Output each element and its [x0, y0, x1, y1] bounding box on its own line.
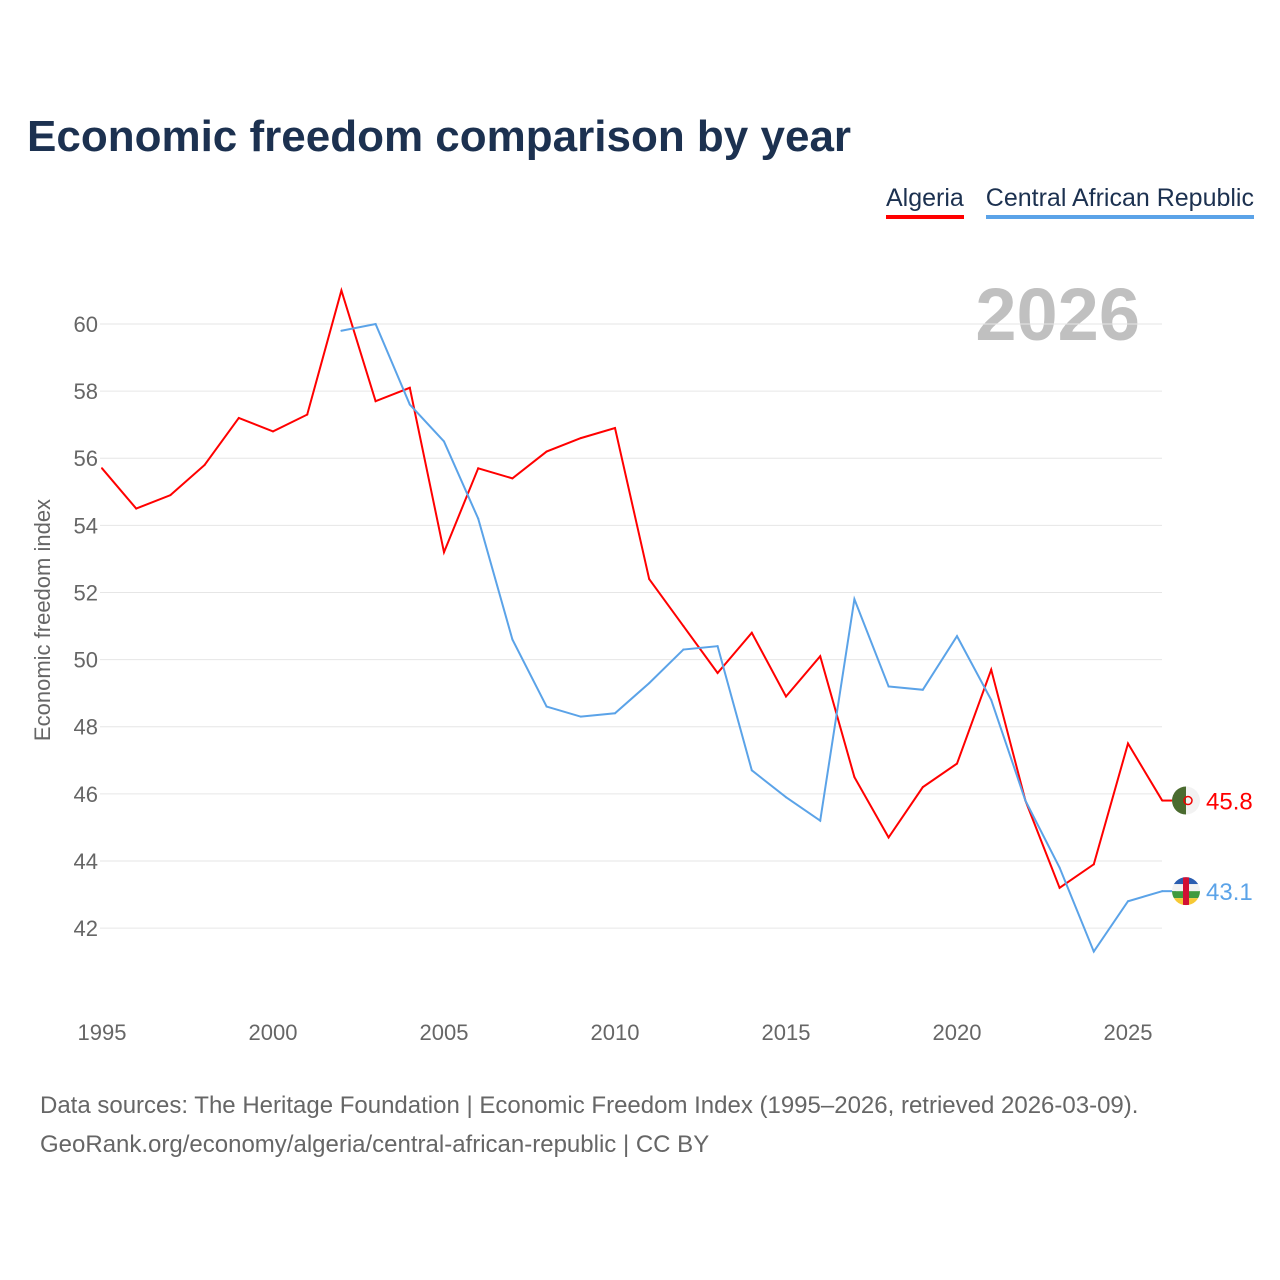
series-line-central-african-republic [341, 322, 1163, 954]
x-tick-label: 2020 [933, 1020, 982, 1045]
data-point [716, 645, 719, 648]
data-point [990, 668, 993, 671]
year-watermark: 2026 [975, 273, 1140, 356]
footer-sources: Data sources: The Heritage Foundation | … [40, 1092, 1139, 1119]
chart-title: Economic freedom comparison by year [27, 112, 852, 161]
data-point [169, 494, 172, 497]
data-point [682, 625, 685, 628]
data-point [511, 477, 514, 480]
data-point [408, 403, 411, 406]
data-point [785, 796, 787, 799]
y-tick-label: 52 [74, 580, 98, 605]
data-point [443, 440, 445, 443]
data-point [921, 786, 924, 789]
data-point [887, 836, 890, 839]
data-point [785, 695, 787, 698]
data-point [1092, 950, 1095, 953]
data-point [1024, 799, 1027, 802]
data-point [1058, 886, 1061, 889]
data-point [374, 400, 377, 403]
data-point [135, 507, 138, 510]
data-point [203, 463, 206, 466]
y-tick-label: 48 [74, 715, 98, 740]
x-tick-label: 2015 [762, 1020, 811, 1045]
y-tick-label: 44 [74, 849, 98, 874]
data-point [101, 467, 103, 470]
legend: Algeria Central African Republic [885, 184, 1254, 219]
legend-algeria[interactable]: Algeria [885, 184, 964, 219]
x-tick-label: 2025 [1104, 1020, 1153, 1045]
data-point [511, 638, 514, 641]
data-point [272, 430, 274, 433]
data-point [614, 427, 616, 430]
data-point [340, 329, 343, 332]
footer-link[interactable]: GeoRank.org/economy/algeria/central-afri… [40, 1131, 710, 1158]
car-flag-icon [1172, 877, 1200, 906]
data-point [716, 672, 719, 675]
data-point [1127, 742, 1129, 745]
data-point [477, 517, 480, 520]
data-point [682, 648, 685, 651]
y-tick-label: 56 [74, 446, 98, 471]
data-point [545, 450, 548, 453]
legend-central-african-republic[interactable]: Central African Republic [985, 184, 1254, 219]
data-point [1127, 900, 1129, 903]
data-point [545, 705, 548, 708]
data-point [648, 578, 651, 581]
data-point [750, 631, 753, 634]
data-point [750, 769, 753, 772]
data-point [956, 762, 958, 765]
data-point [819, 655, 822, 658]
data-point [956, 635, 958, 638]
data-point [853, 598, 856, 601]
x-tick-label: 2010 [591, 1020, 640, 1045]
end-value-label: 43.1 [1206, 879, 1253, 906]
data-point [1092, 863, 1095, 866]
data-point [340, 289, 343, 292]
x-tick-label: 1995 [78, 1020, 127, 1045]
y-tick-label: 50 [74, 648, 98, 673]
footer: Data sources: The Heritage Foundation | … [40, 1086, 1138, 1164]
data-point [921, 688, 924, 691]
x-tick-label: 2000 [249, 1020, 298, 1045]
y-tick-label: 60 [74, 312, 98, 337]
data-point [990, 698, 993, 701]
data-point [477, 467, 480, 470]
data-point [1058, 866, 1061, 869]
data-point [408, 386, 411, 389]
data-point [648, 682, 651, 685]
data-point [237, 416, 240, 419]
data-point [306, 413, 309, 416]
y-axis-label: Economic freedom index [30, 499, 55, 741]
y-tick-label: 46 [74, 782, 98, 807]
data-point [614, 712, 616, 715]
data-point [853, 776, 856, 779]
data-point [374, 323, 377, 325]
y-tick-label: 54 [74, 513, 98, 538]
data-point [887, 685, 890, 688]
y-tick-label: 42 [74, 916, 98, 941]
x-tick-label: 2005 [420, 1020, 469, 1045]
data-point [579, 437, 582, 440]
end-value-label: 45.8 [1206, 789, 1253, 816]
data-point [443, 551, 445, 554]
y-tick-label: 58 [74, 379, 98, 404]
data-point [819, 819, 822, 822]
series-line-algeria [101, 286, 1164, 890]
algeria-flag-icon [1172, 786, 1200, 815]
data-point [579, 715, 582, 718]
